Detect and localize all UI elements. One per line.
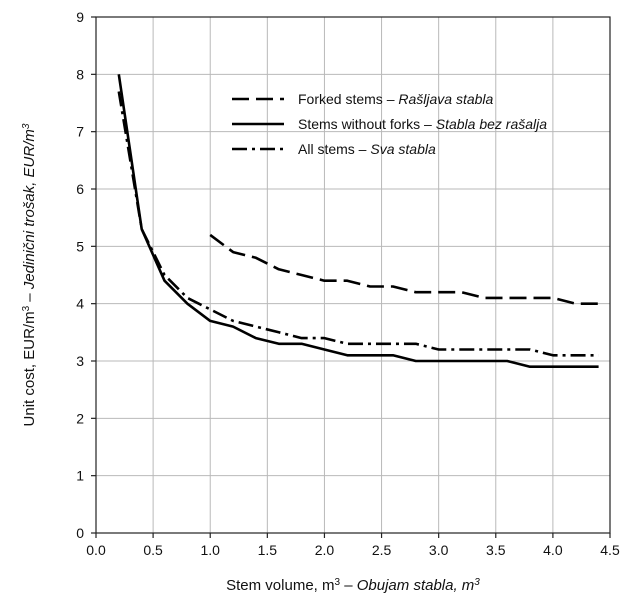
y-tick-label: 0 xyxy=(76,525,84,541)
plot-frame xyxy=(95,16,611,534)
series-line-3 xyxy=(117,91,599,357)
legend-entry: All stems – Sva stabla xyxy=(298,141,436,157)
legend-entry: Stems without forks – Stabla bez rašalja xyxy=(298,116,547,132)
series-line-2 xyxy=(117,74,599,369)
y-tick-label: 7 xyxy=(76,124,84,140)
y-tick-label: 6 xyxy=(76,181,84,197)
x-tick-label: 3.0 xyxy=(429,542,449,558)
x-tick-label: 0.0 xyxy=(86,542,106,558)
x-tick-label: 2.0 xyxy=(315,542,335,558)
y-tick-label: 9 xyxy=(76,9,84,25)
x-tick-label: 4.0 xyxy=(543,542,563,558)
y-tick-label: 3 xyxy=(76,353,84,369)
y-tick-label: 1 xyxy=(76,468,84,484)
y-tick-label: 8 xyxy=(76,66,84,82)
x-tick-label: 1.0 xyxy=(200,542,220,558)
legend: Forked stems – Rašljava stabla Stems with… xyxy=(232,91,547,157)
tick-labels: 0.0 0.5 1.0 1.5 2.0 2.5 3.0 3.5 4.0 4.5 0 1 2 3 4 5 6 7 8 9 xyxy=(76,9,620,558)
x-tick-label: 0.5 xyxy=(143,542,163,558)
y-tick-label: 2 xyxy=(76,410,84,426)
x-tick-label: 3.5 xyxy=(486,542,506,558)
y-tick-label: 4 xyxy=(76,296,84,312)
x-tick-label: 1.5 xyxy=(258,542,278,558)
x-tick-label: 4.5 xyxy=(600,542,620,558)
y-axis-label: Unit cost, EUR/m3 – Jedinični trošak, EU… xyxy=(21,123,39,426)
series-line-1 xyxy=(209,233,599,306)
x-axis-label: Stem volume, m3 – Obujam stabla, m3 xyxy=(226,577,480,595)
legend-entry: Forked stems – Rašljava stabla xyxy=(298,91,494,107)
series-layer xyxy=(117,74,599,369)
y-tick-label: 5 xyxy=(76,238,84,254)
x-tick-label: 2.5 xyxy=(372,542,392,558)
